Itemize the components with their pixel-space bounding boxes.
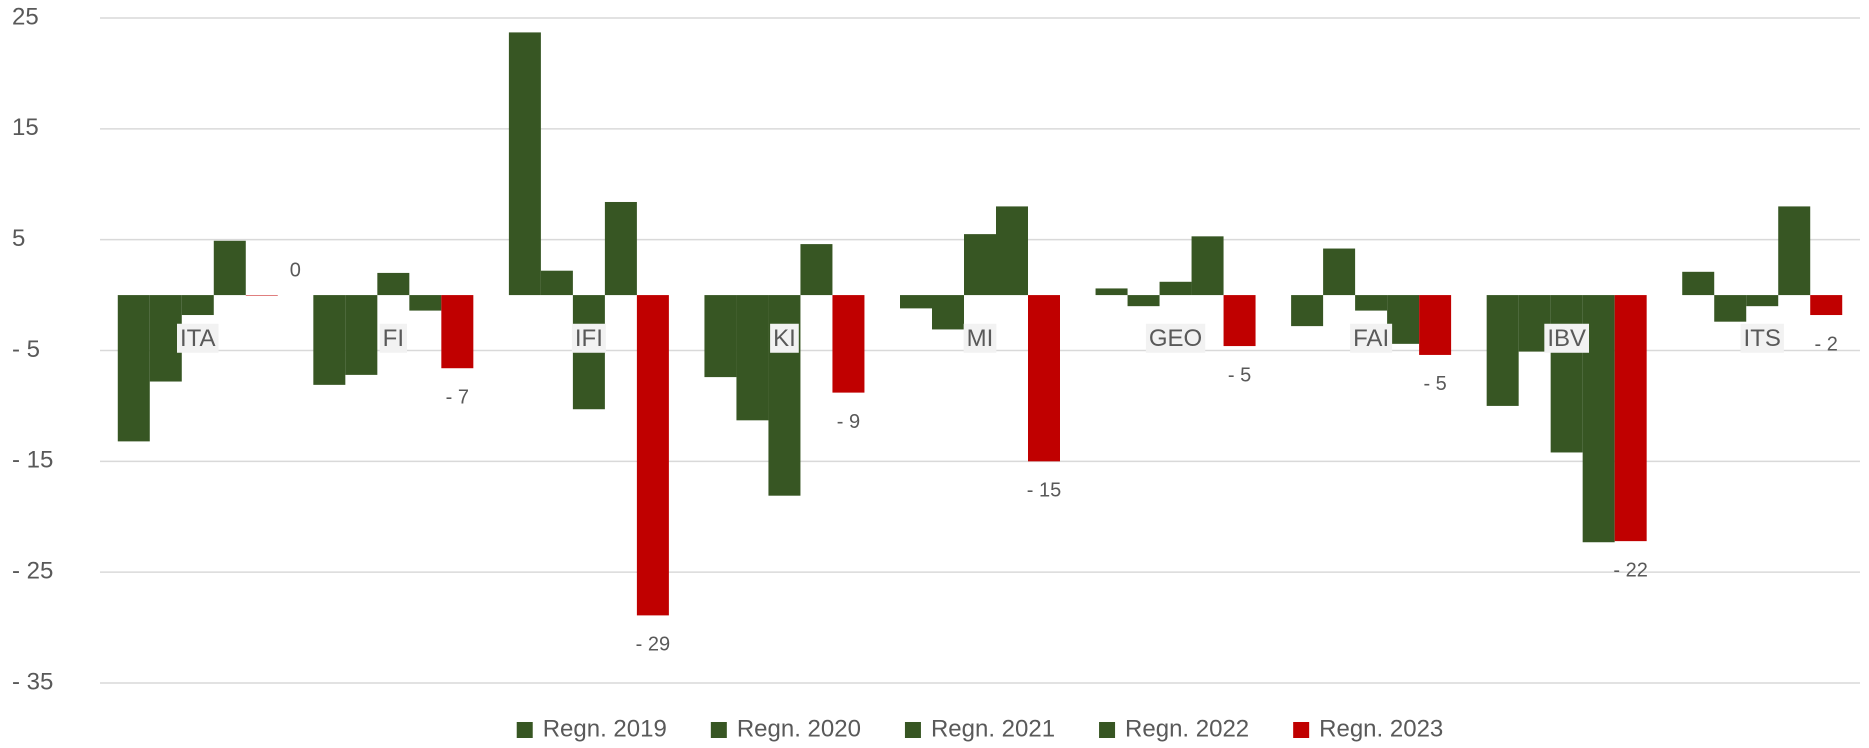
y-tick-label: 5 [12, 225, 25, 252]
category-label: KI [773, 325, 796, 352]
legend-swatch [516, 722, 533, 738]
bar [1714, 295, 1747, 322]
bar [1191, 236, 1224, 296]
data-label: - 7 [446, 387, 469, 409]
legend-label: Regn. 2019 [543, 715, 667, 742]
bar [117, 295, 150, 442]
category-label-bg [1740, 323, 1784, 353]
bar [377, 272, 410, 296]
category-label: IBV [1547, 325, 1586, 352]
bar [604, 201, 637, 296]
y-tick-label: 25 [12, 3, 39, 30]
bar [1355, 295, 1388, 311]
data-label: - 5 [1228, 364, 1251, 386]
category-label: FAI [1353, 325, 1389, 352]
category-label: ITS [1744, 325, 1781, 352]
bar [409, 295, 442, 311]
data-label: - 15 [1027, 480, 1061, 502]
data-label: - 9 [837, 411, 860, 433]
bar [1159, 281, 1192, 296]
bar [1223, 295, 1256, 347]
data-label: - 22 [1613, 559, 1647, 581]
y-tick-label: - 25 [12, 558, 53, 585]
data-label: - 2 [1815, 333, 1838, 355]
bar [1550, 295, 1583, 453]
y-tick-label: - 5 [12, 336, 40, 363]
bar [508, 32, 541, 296]
bar [213, 240, 246, 296]
category-label-bg [1350, 323, 1393, 353]
bar [1614, 295, 1647, 542]
bar [636, 295, 669, 616]
bar [932, 295, 964, 330]
data-label: 0 [290, 259, 301, 281]
bar [245, 295, 278, 296]
category-label: FI [383, 325, 404, 352]
bar [736, 295, 769, 421]
bar [964, 234, 996, 296]
category-label-bg [770, 323, 799, 353]
category-label-bg [176, 323, 219, 353]
legend-label: Regn. 2021 [931, 715, 1055, 742]
category-label-bg [963, 323, 997, 353]
bar [313, 295, 346, 385]
bar [345, 295, 378, 375]
bar [441, 295, 474, 369]
bar [704, 295, 737, 378]
bar [1810, 295, 1843, 316]
bar [1323, 248, 1356, 296]
bar [1127, 295, 1160, 307]
bar [1028, 295, 1060, 462]
bar [1778, 206, 1811, 296]
bar [1419, 295, 1452, 355]
data-label: - 29 [636, 634, 670, 656]
bar [996, 206, 1028, 296]
bar [1746, 295, 1779, 307]
category-label-bg [1544, 323, 1590, 353]
legend-label: Regn. 2022 [1125, 715, 1249, 742]
bar [1387, 295, 1420, 344]
y-tick-label: - 35 [12, 668, 53, 695]
bar [1682, 271, 1715, 296]
bar [1291, 295, 1324, 327]
legend-swatch [904, 722, 921, 738]
category-label-bg [571, 323, 606, 353]
bar [800, 244, 833, 296]
bar [181, 295, 214, 316]
category-label-bg [1145, 323, 1206, 353]
legend-label: Regn. 2023 [1319, 715, 1443, 742]
legend-swatch [710, 722, 727, 738]
legend-swatch [1293, 722, 1310, 738]
y-tick-label: 15 [12, 114, 39, 141]
legend-label: Regn. 2020 [737, 715, 861, 742]
category-label: MI [967, 325, 994, 352]
bar [149, 295, 182, 382]
data-label: - 5 [1423, 373, 1446, 395]
bar [1486, 295, 1519, 406]
bar [540, 270, 573, 296]
category-label: IFI [575, 325, 603, 352]
category-label-bg [379, 323, 407, 353]
bar [900, 295, 932, 309]
bar [1095, 288, 1128, 296]
bar [832, 295, 865, 393]
category-label: ITA [180, 325, 216, 352]
category-label: GEO [1149, 325, 1202, 352]
legend-swatch [1099, 722, 1116, 738]
y-tick-label: - 15 [12, 447, 53, 474]
